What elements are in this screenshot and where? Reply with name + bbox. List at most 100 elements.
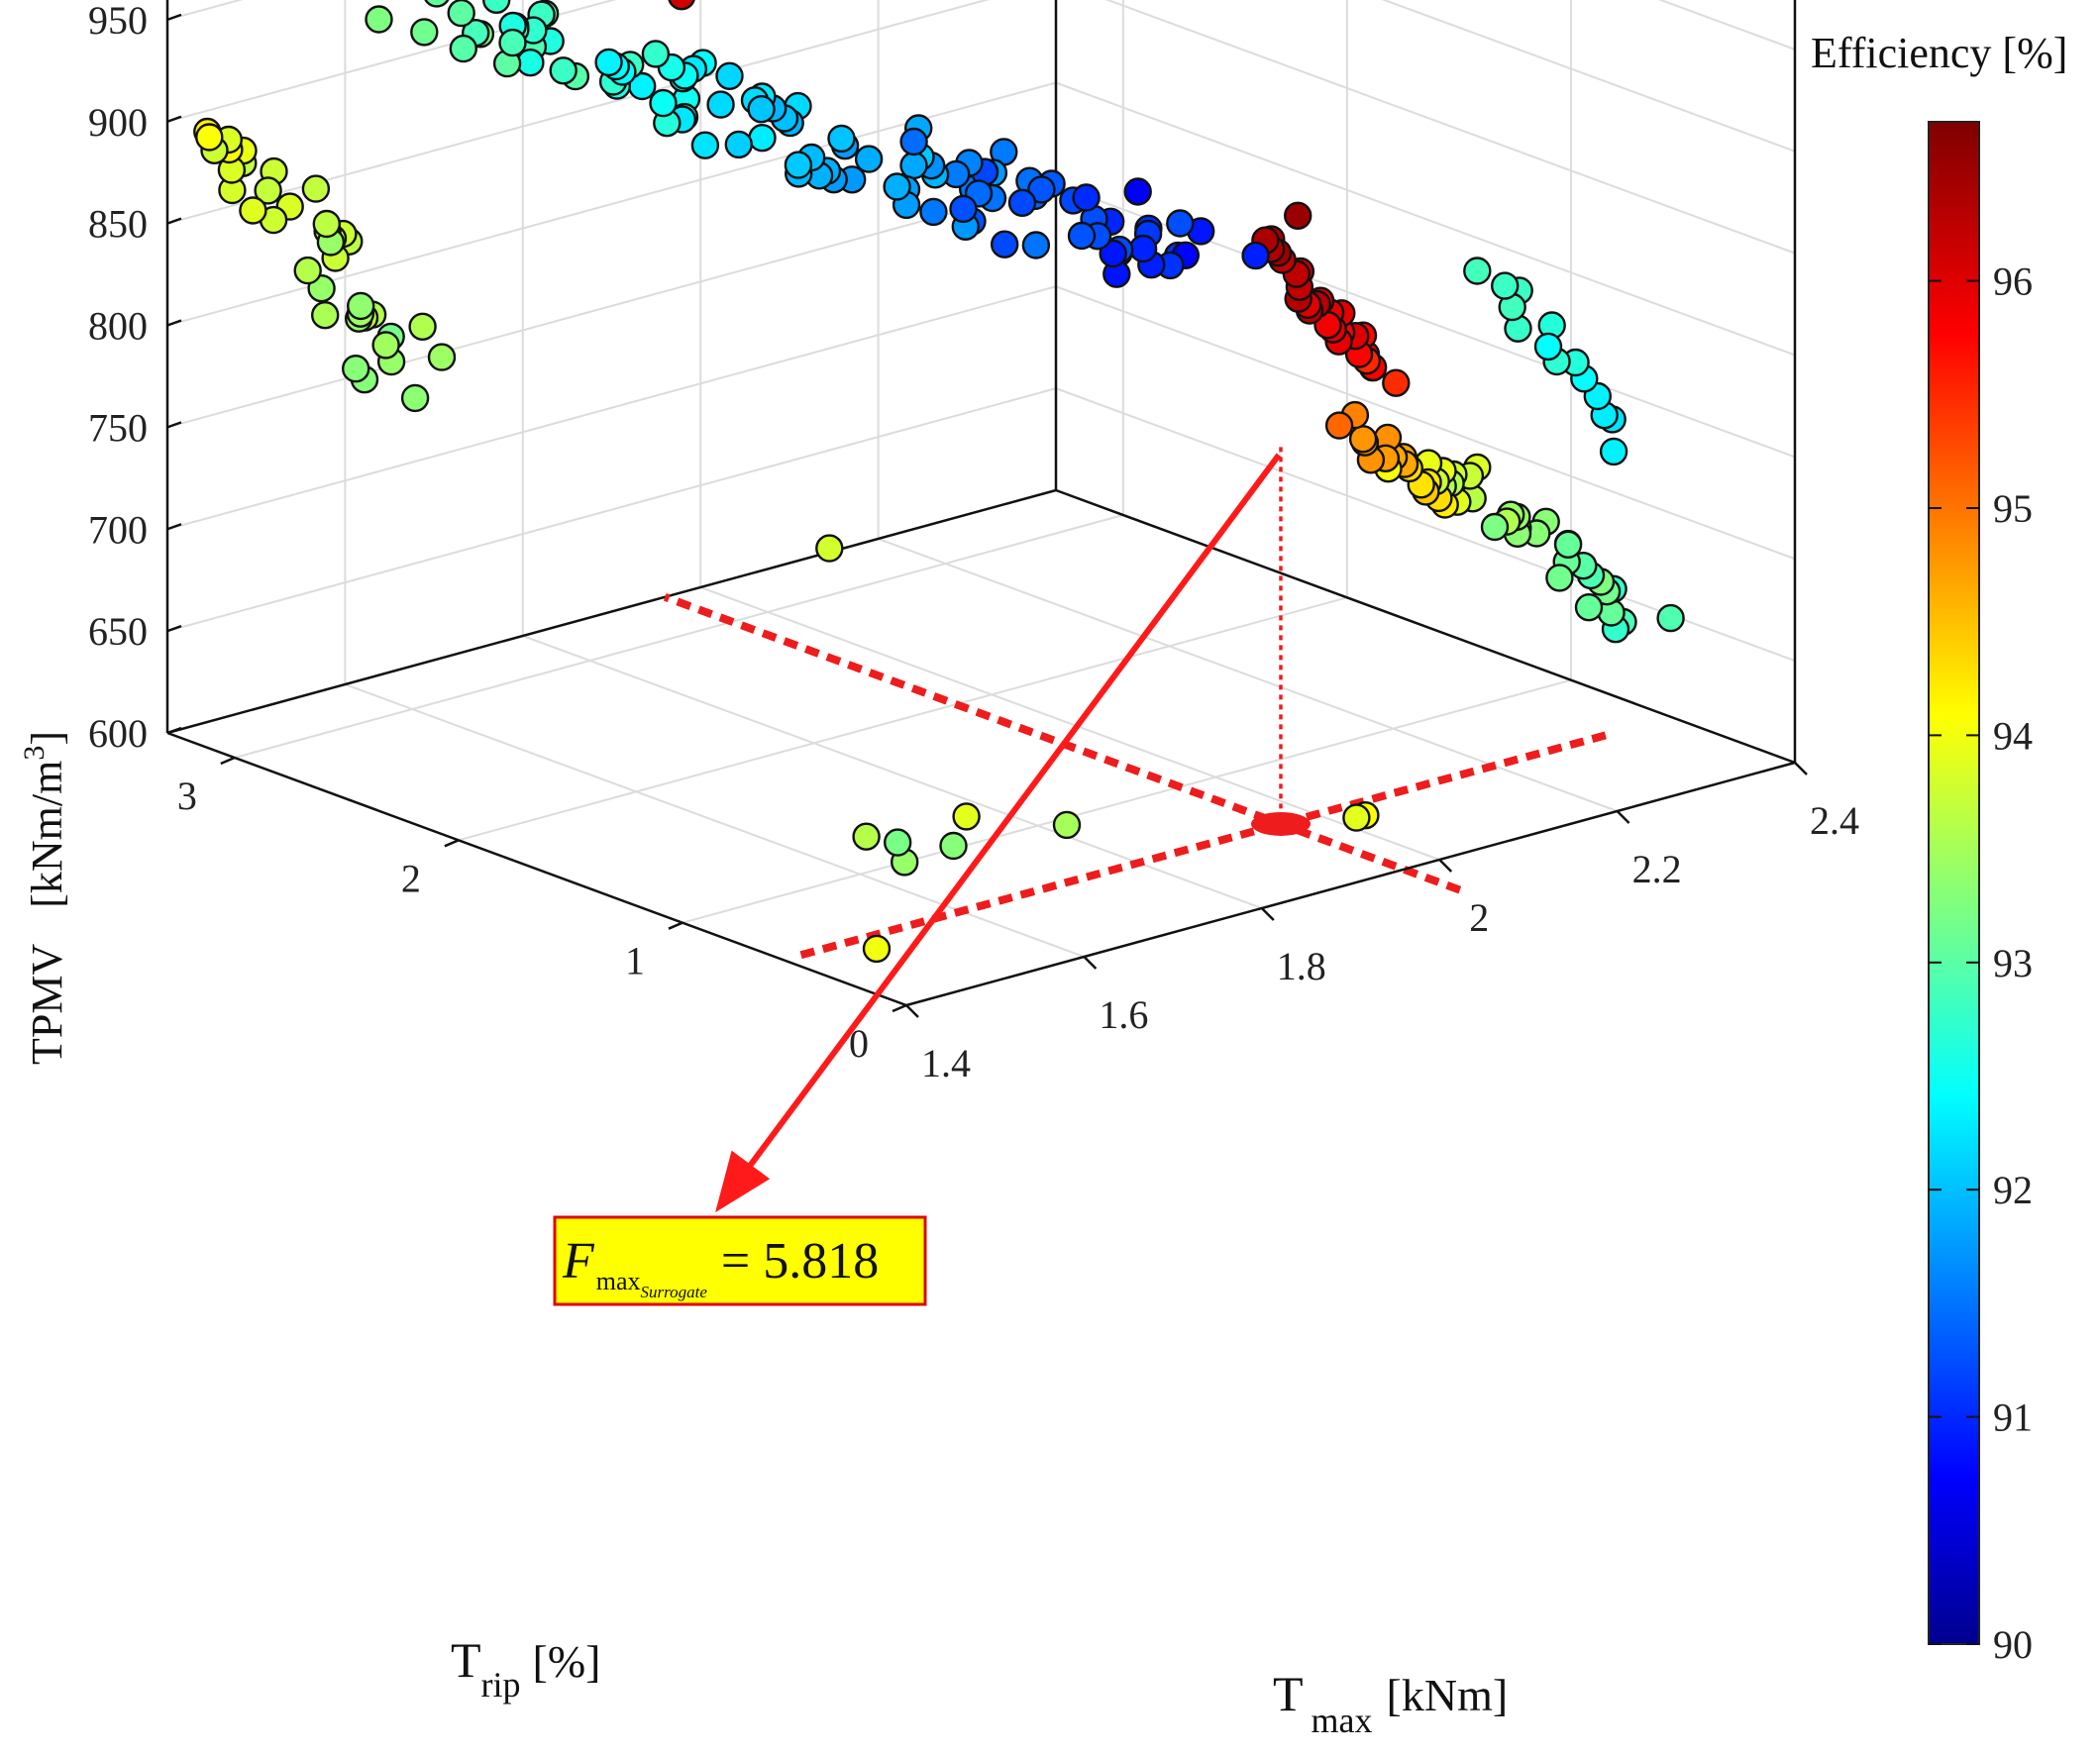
data-point bbox=[952, 802, 981, 831]
z-tick-label: 800 bbox=[88, 304, 148, 349]
data-point bbox=[1099, 239, 1127, 268]
z-tick bbox=[166, 523, 182, 531]
colorbar-tick-label: 90 bbox=[1993, 1622, 2033, 1667]
data-point bbox=[949, 194, 978, 224]
annotation-box bbox=[553, 1215, 927, 1306]
grid-line bbox=[1657, 0, 1796, 51]
data-point bbox=[347, 291, 375, 321]
z-tick bbox=[166, 421, 182, 429]
data-point bbox=[342, 355, 370, 383]
data-point bbox=[1283, 201, 1312, 231]
data-point bbox=[1072, 183, 1101, 212]
data-point bbox=[883, 172, 911, 201]
z-axis-label: TPMV[kNm/m3] bbox=[18, 731, 71, 1065]
data-point bbox=[939, 831, 968, 861]
data-point bbox=[312, 209, 341, 239]
y-tick bbox=[444, 839, 460, 848]
x-tick bbox=[1616, 810, 1630, 824]
y-tick bbox=[892, 1003, 907, 1013]
grid-line bbox=[166, 285, 1057, 531]
annotation-text: FmaxSurrogate= 5.818 bbox=[562, 1233, 879, 1301]
colorbar-tick-label: 96 bbox=[1993, 259, 2033, 304]
data-point bbox=[195, 123, 224, 152]
axis-ticks: 1.4 1.6 1.8 2 2.2 2.4 0 1 2 3 600 650 700 750 800 850 90… bbox=[88, 0, 1859, 1085]
data-point bbox=[1545, 564, 1574, 592]
y-tick-label: 0 bbox=[849, 1021, 869, 1066]
grid-line bbox=[878, 538, 1618, 812]
data-point bbox=[410, 18, 439, 47]
data-point bbox=[1166, 209, 1195, 238]
z-tick bbox=[166, 13, 182, 22]
data-point bbox=[747, 94, 776, 124]
data-point bbox=[1067, 221, 1097, 251]
grid-line bbox=[234, 514, 1124, 759]
grid-line bbox=[1104, 0, 1796, 255]
grid-line bbox=[458, 596, 1348, 842]
z-tick-label: 600 bbox=[88, 711, 148, 756]
colorbar-ticks: 90 91 92 93 94 95 96 bbox=[1929, 259, 2033, 1667]
data-point bbox=[1553, 530, 1583, 559]
z-tick bbox=[166, 319, 182, 327]
data-point bbox=[301, 174, 331, 203]
y-tick-label: 1 bbox=[625, 939, 645, 983]
data-point bbox=[1533, 332, 1563, 362]
data-point bbox=[365, 5, 393, 34]
data-point bbox=[371, 331, 400, 360]
grid-line bbox=[166, 0, 617, 123]
data-point bbox=[1007, 188, 1037, 218]
data-point bbox=[482, 0, 511, 14]
data-point bbox=[852, 822, 881, 851]
data-point bbox=[748, 123, 777, 153]
data-point bbox=[815, 534, 844, 563]
data-point bbox=[1574, 593, 1604, 622]
data-point bbox=[1324, 411, 1354, 440]
data-point bbox=[1599, 437, 1628, 466]
z-tick bbox=[166, 217, 182, 225]
data-point bbox=[1348, 425, 1378, 454]
box-edge bbox=[905, 761, 1796, 1007]
scatter-points bbox=[193, 0, 1685, 964]
y-tick bbox=[668, 921, 683, 930]
grid-line bbox=[166, 183, 1057, 429]
data-point bbox=[400, 383, 430, 413]
colorbar-tick-label: 94 bbox=[1993, 713, 2033, 758]
data-point bbox=[899, 127, 928, 156]
annotation-layer bbox=[715, 447, 1283, 1213]
data-point bbox=[1052, 810, 1082, 840]
z-tick-label: 650 bbox=[88, 609, 148, 654]
z-tick-label: 900 bbox=[88, 100, 148, 145]
z-tick-label: 700 bbox=[88, 507, 148, 552]
data-point bbox=[641, 40, 671, 68]
z-tick-label: 950 bbox=[88, 0, 148, 43]
data-point bbox=[1241, 241, 1270, 270]
data-point bbox=[311, 301, 340, 330]
x-tick-label: 2.2 bbox=[1632, 847, 1682, 891]
optimum-guides bbox=[663, 593, 1611, 960]
x-tick-label: 1.4 bbox=[921, 1041, 971, 1085]
data-point bbox=[784, 151, 813, 179]
data-point bbox=[239, 196, 267, 225]
x-tick-label: 2 bbox=[1469, 895, 1489, 940]
data-point bbox=[884, 828, 912, 857]
data-point bbox=[1382, 368, 1411, 397]
data-point bbox=[498, 28, 527, 57]
annotation-arrow bbox=[715, 453, 1282, 1213]
colorbar-tick-label: 93 bbox=[1993, 941, 2033, 985]
colorbar-tick-label: 91 bbox=[1993, 1395, 2033, 1440]
z-tick-label: 850 bbox=[88, 202, 148, 247]
grid-line bbox=[1055, 81, 1796, 357]
colorbar bbox=[1928, 121, 1980, 1645]
data-point bbox=[1128, 234, 1158, 263]
x-tick bbox=[1794, 762, 1808, 775]
front-box-edges bbox=[165, 0, 1797, 1007]
data-point bbox=[1123, 177, 1152, 206]
y-tick bbox=[220, 756, 236, 766]
data-point bbox=[854, 145, 884, 173]
grid-line bbox=[166, 387, 1057, 633]
data-point bbox=[991, 230, 1019, 258]
z-tick-label: 750 bbox=[88, 405, 148, 450]
x-tick bbox=[1438, 859, 1453, 873]
data-point bbox=[594, 48, 623, 77]
